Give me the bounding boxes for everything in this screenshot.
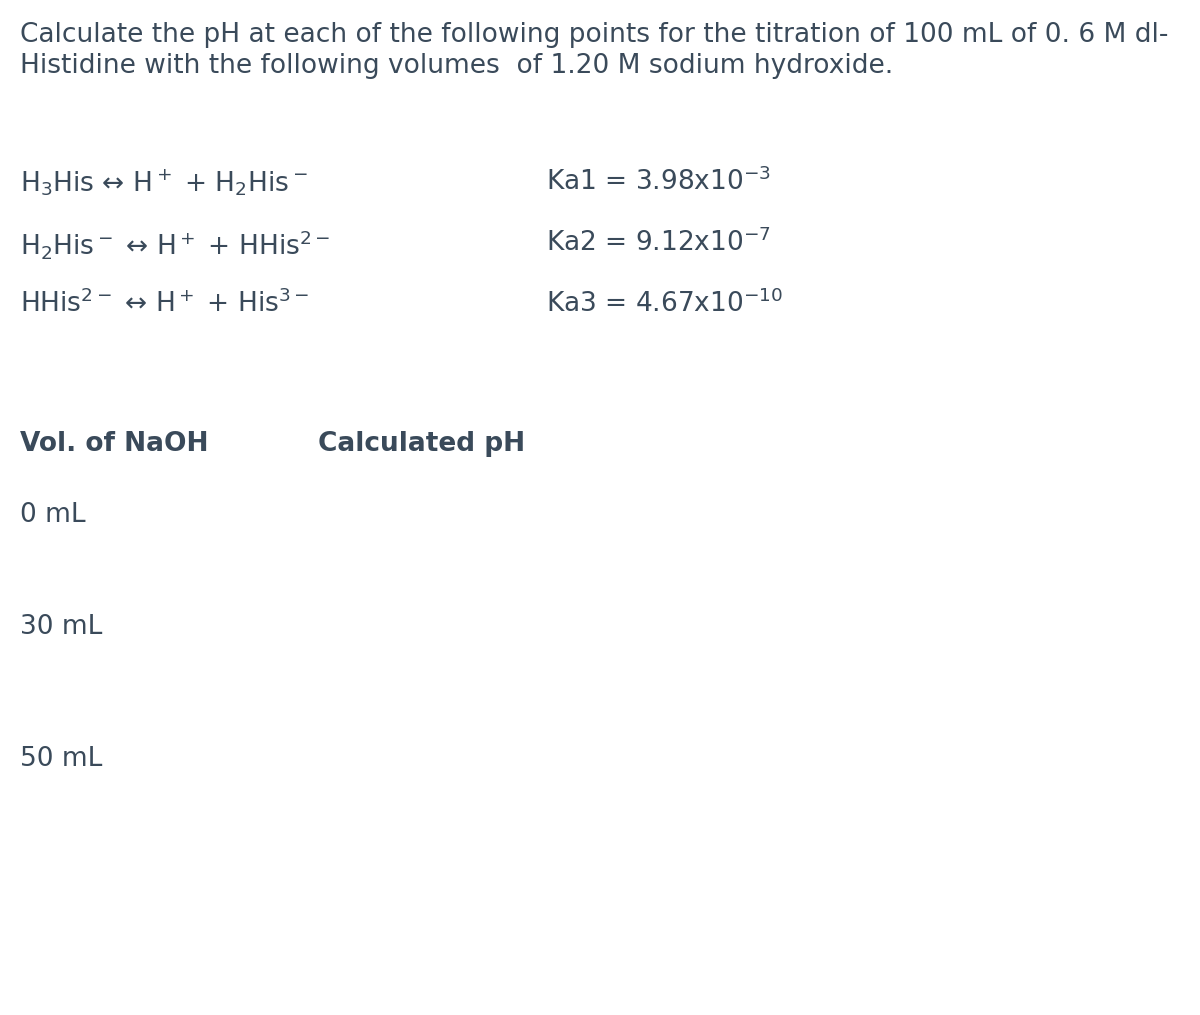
Text: Histidine with the following volumes  of 1.20 M sodium hydroxide.: Histidine with the following volumes of … [20, 53, 894, 79]
Text: 50 mL: 50 mL [20, 746, 103, 772]
Text: H$_3$His ↔ H$^+$ + H$_2$His$^-$: H$_3$His ↔ H$^+$ + H$_2$His$^-$ [20, 167, 308, 198]
Text: HHis$^{2-}$ ↔ H$^+$ + His$^{3-}$: HHis$^{2-}$ ↔ H$^+$ + His$^{3-}$ [20, 289, 310, 318]
Text: Calculated pH: Calculated pH [318, 431, 526, 458]
Text: Vol. of NaOH: Vol. of NaOH [20, 431, 209, 458]
Text: 30 mL: 30 mL [20, 614, 103, 640]
Text: Ka2 = 9.12x10$^{-7}$: Ka2 = 9.12x10$^{-7}$ [546, 228, 770, 257]
Text: Ka3 = 4.67x10$^{-10}$: Ka3 = 4.67x10$^{-10}$ [546, 289, 782, 318]
Text: 0 mL: 0 mL [20, 502, 86, 529]
Text: Calculate the pH at each of the following points for the titration of 100 mL of : Calculate the pH at each of the followin… [20, 22, 1169, 49]
Text: H$_2$His$^-$ ↔ H$^+$ + HHis$^{2-}$: H$_2$His$^-$ ↔ H$^+$ + HHis$^{2-}$ [20, 228, 331, 262]
Text: Ka1 = 3.98x10$^{-3}$: Ka1 = 3.98x10$^{-3}$ [546, 167, 770, 196]
